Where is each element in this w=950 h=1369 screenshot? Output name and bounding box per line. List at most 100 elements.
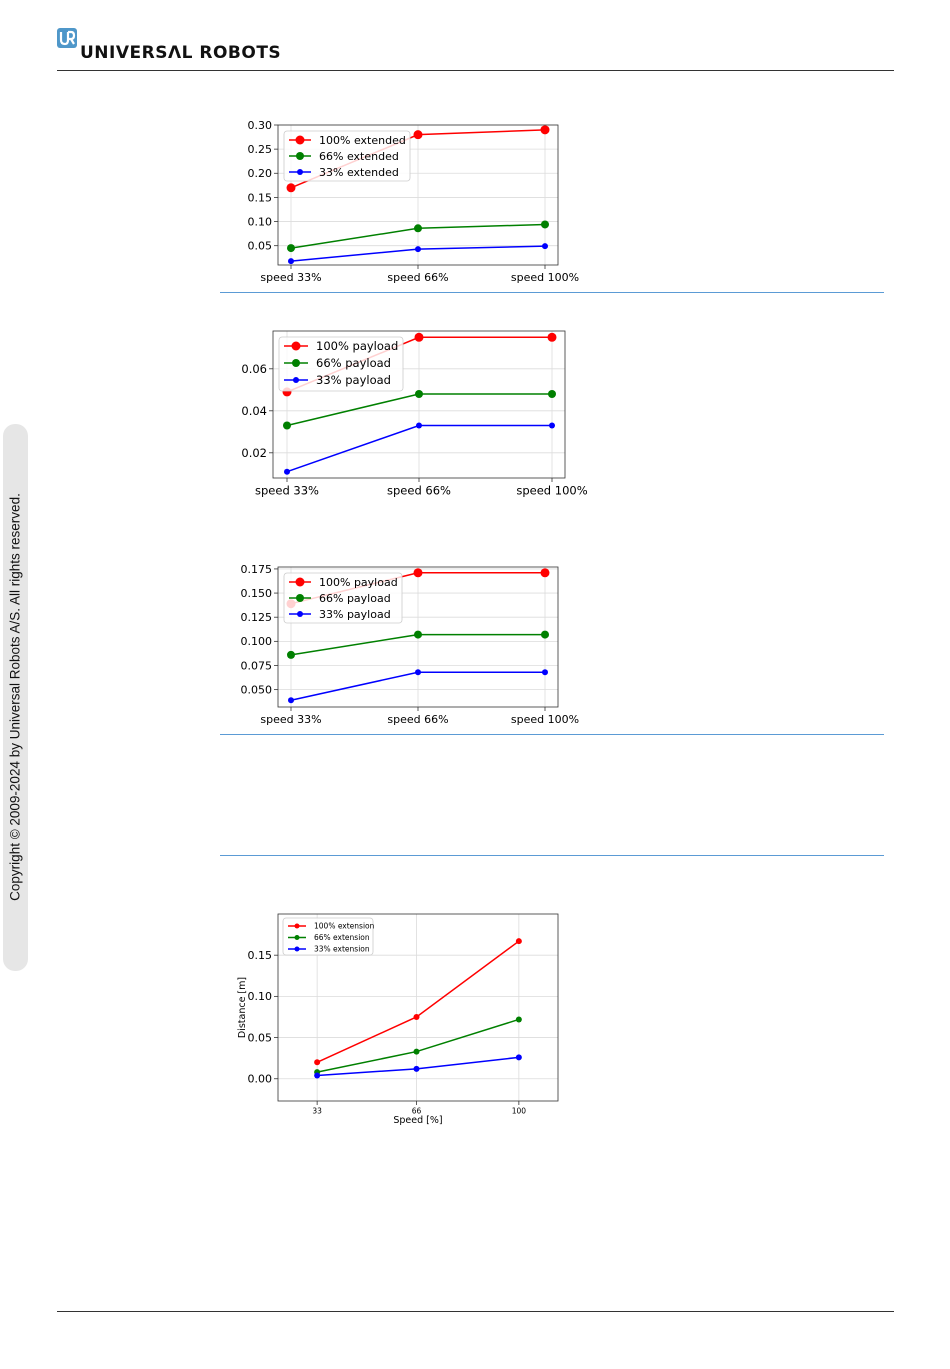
data-point bbox=[414, 224, 422, 233]
data-point bbox=[542, 243, 548, 250]
legend-entry: 66% payload bbox=[316, 356, 391, 370]
data-point bbox=[413, 1013, 420, 1020]
data-point bbox=[413, 130, 423, 140]
x-tick-label: speed 33% bbox=[255, 484, 319, 498]
legend-box bbox=[282, 917, 374, 956]
section-divider bbox=[220, 292, 884, 293]
x-tick-label: 100 bbox=[512, 1107, 527, 1116]
data-point bbox=[288, 697, 294, 704]
y-tick-label: 0.10 bbox=[248, 990, 273, 1003]
legend-box bbox=[283, 572, 403, 624]
x-tick-label: speed 33% bbox=[260, 713, 321, 726]
legend-marker bbox=[296, 152, 304, 160]
data-point bbox=[314, 1072, 321, 1079]
legend-entry: 100% extension bbox=[314, 922, 375, 931]
legend-entry: 33% payload bbox=[316, 373, 391, 387]
legend-entry: 33% payload bbox=[319, 608, 391, 621]
data-point bbox=[415, 390, 423, 398]
y-tick-label: 0.20 bbox=[248, 167, 273, 180]
legend-marker bbox=[294, 935, 300, 940]
x-tick-label: speed 100% bbox=[511, 713, 579, 726]
y-tick-label: 0.05 bbox=[248, 1031, 273, 1044]
grid bbox=[273, 331, 565, 478]
legend-marker bbox=[296, 594, 304, 602]
legend-marker bbox=[295, 577, 305, 587]
series-line bbox=[316, 1018, 520, 1073]
section-divider bbox=[220, 855, 884, 856]
copyright-sidebar bbox=[3, 424, 28, 971]
legend-marker bbox=[297, 611, 303, 617]
legend-box bbox=[278, 336, 404, 392]
legend-marker bbox=[294, 923, 300, 929]
data-point bbox=[284, 468, 290, 475]
ur-logo-icon bbox=[57, 28, 77, 48]
y-tick-label: 0.15 bbox=[248, 949, 273, 962]
legend-entry: 33% extended bbox=[319, 166, 399, 179]
x-tick-label: 33 bbox=[312, 1107, 322, 1116]
y-tick-label: 0.125 bbox=[241, 611, 273, 624]
data-point bbox=[549, 422, 555, 429]
x-tick-label: 66 bbox=[412, 1107, 422, 1116]
data-point bbox=[286, 183, 296, 193]
legend-marker bbox=[292, 359, 300, 367]
x-tick-label: speed 100% bbox=[511, 271, 579, 284]
legend-entry: 100% payload bbox=[316, 339, 398, 353]
data-point bbox=[413, 1048, 420, 1055]
plot-frame bbox=[277, 913, 559, 1102]
legend-entry: 100% extended bbox=[319, 134, 406, 147]
y-tick-label: 0.10 bbox=[248, 215, 273, 228]
data-point bbox=[542, 669, 548, 676]
data-point bbox=[416, 422, 422, 429]
x-tick-label: speed 100% bbox=[516, 484, 587, 498]
legend-marker bbox=[294, 946, 300, 952]
data-point bbox=[287, 244, 295, 253]
data-point bbox=[547, 332, 557, 342]
y-tick-label: 0.00 bbox=[248, 1073, 273, 1086]
legend-marker bbox=[297, 169, 303, 175]
x-tick-label: speed 66% bbox=[387, 271, 448, 284]
legend-box bbox=[283, 130, 411, 182]
data-point bbox=[283, 421, 291, 430]
legend-marker bbox=[293, 377, 299, 383]
data-point bbox=[541, 630, 549, 639]
y-tick-label: 0.30 bbox=[248, 119, 273, 132]
data-point bbox=[515, 1016, 522, 1023]
data-point bbox=[415, 246, 421, 253]
data-point bbox=[415, 669, 421, 676]
data-point bbox=[515, 938, 522, 945]
y-tick-label: 0.100 bbox=[241, 635, 273, 648]
data-point bbox=[413, 1065, 420, 1072]
y-tick-label: 0.150 bbox=[241, 587, 273, 600]
data-point bbox=[541, 220, 549, 229]
legend-marker bbox=[295, 135, 305, 145]
y-tick-label: 0.15 bbox=[248, 191, 273, 204]
footer-divider bbox=[57, 1311, 894, 1312]
data-point bbox=[548, 390, 556, 398]
x-tick-label: speed 66% bbox=[387, 484, 451, 498]
y-tick-label: 0.075 bbox=[241, 659, 273, 672]
y-tick-label: 0.04 bbox=[241, 404, 267, 418]
legend-entry: 66% extended bbox=[319, 150, 399, 163]
data-point bbox=[288, 258, 294, 265]
data-point bbox=[414, 332, 424, 342]
x-axis-label: Speed [%] bbox=[393, 1115, 442, 1126]
y-tick-label: 0.02 bbox=[241, 446, 267, 460]
y-tick-label: 0.06 bbox=[241, 362, 267, 376]
legend-marker bbox=[291, 341, 301, 351]
y-axis-label: Distance [m] bbox=[237, 977, 248, 1038]
data-point bbox=[413, 568, 423, 578]
brand-name: UNIVERSΛL ROBOTS bbox=[80, 43, 282, 63]
legend-entry: 100% payload bbox=[319, 576, 398, 589]
y-tick-label: 0.175 bbox=[241, 563, 273, 576]
y-tick-label: 0.05 bbox=[248, 240, 273, 253]
legend-entry: 33% extension bbox=[314, 945, 370, 954]
y-tick-label: 0.050 bbox=[241, 683, 273, 696]
series-line bbox=[316, 940, 520, 1063]
section-divider bbox=[220, 734, 884, 735]
data-point bbox=[314, 1059, 321, 1066]
data-point bbox=[515, 1054, 522, 1061]
